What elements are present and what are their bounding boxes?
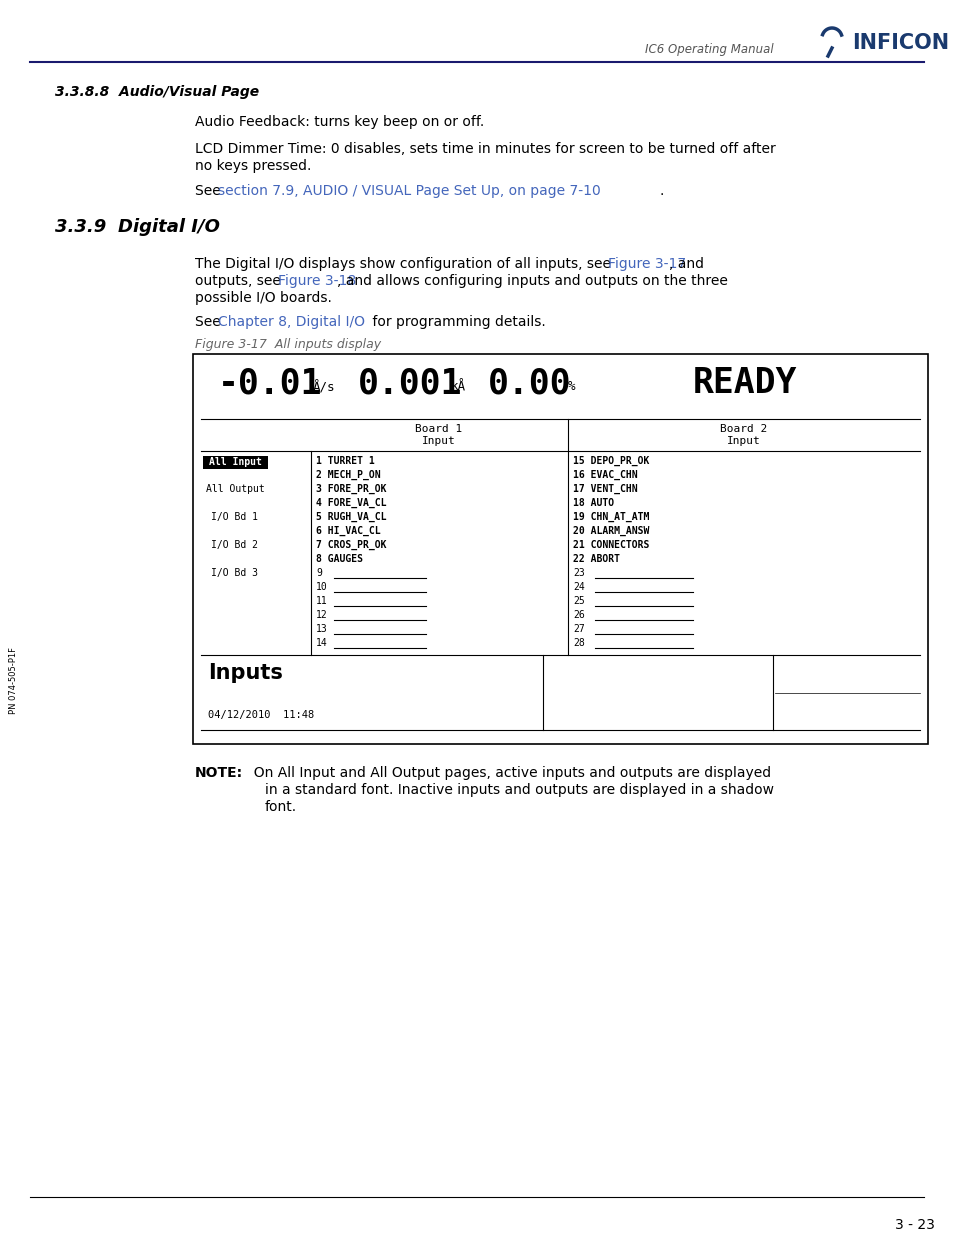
Text: The Digital I/O displays show configuration of all inputs, see: The Digital I/O displays show configurat… xyxy=(194,257,615,270)
Text: 8 GAUGES: 8 GAUGES xyxy=(315,555,363,564)
Text: 3.3.8.8  Audio/Visual Page: 3.3.8.8 Audio/Visual Page xyxy=(55,85,259,99)
Text: 0.00: 0.00 xyxy=(488,366,571,400)
Text: 0.001: 0.001 xyxy=(357,366,462,400)
Text: 3 FORE_PR_OK: 3 FORE_PR_OK xyxy=(315,484,386,494)
Text: font.: font. xyxy=(265,800,296,814)
Text: 28: 28 xyxy=(573,638,584,648)
Text: I/O Bd 2: I/O Bd 2 xyxy=(212,540,258,550)
Text: 24: 24 xyxy=(573,582,584,592)
Text: All Output: All Output xyxy=(206,484,264,494)
Text: See: See xyxy=(194,315,225,329)
Text: Input: Input xyxy=(421,436,456,446)
Text: 14: 14 xyxy=(315,638,328,648)
Text: READY: READY xyxy=(692,366,797,400)
Text: -0.01: -0.01 xyxy=(218,366,322,400)
Text: All Input: All Input xyxy=(209,457,261,467)
Text: 2 MECH_P_ON: 2 MECH_P_ON xyxy=(315,471,380,480)
Text: 15 DEPO_PR_OK: 15 DEPO_PR_OK xyxy=(573,456,649,467)
Text: Board 1: Board 1 xyxy=(415,424,462,433)
Bar xyxy=(193,354,927,743)
Text: possible I/O boards.: possible I/O boards. xyxy=(194,291,332,305)
Text: 12: 12 xyxy=(315,610,328,620)
Text: Audio Feedback: turns key beep on or off.: Audio Feedback: turns key beep on or off… xyxy=(194,115,484,128)
Text: 13: 13 xyxy=(315,624,328,634)
Text: 3.3.9: 3.3.9 xyxy=(55,219,118,236)
Text: 16 EVAC_CHN: 16 EVAC_CHN xyxy=(573,471,637,480)
Text: in a standard font. Inactive inputs and outputs are displayed in a shadow: in a standard font. Inactive inputs and … xyxy=(265,783,773,797)
Bar xyxy=(203,456,268,469)
Text: outputs, see: outputs, see xyxy=(194,274,285,288)
Text: See: See xyxy=(194,184,225,198)
Text: for programming details.: for programming details. xyxy=(368,315,545,329)
Text: 7 CROS_PR_OK: 7 CROS_PR_OK xyxy=(315,540,386,551)
Text: IC6 Operating Manual: IC6 Operating Manual xyxy=(644,43,773,57)
Text: 22 ABORT: 22 ABORT xyxy=(573,555,619,564)
Text: 9: 9 xyxy=(315,568,321,578)
Text: Figure 3-17: Figure 3-17 xyxy=(607,257,685,270)
Text: LCD Dimmer Time: 0 disables, sets time in minutes for screen to be turned off af: LCD Dimmer Time: 0 disables, sets time i… xyxy=(194,142,775,156)
Text: 21 CONNECTORS: 21 CONNECTORS xyxy=(573,540,649,550)
Text: no keys pressed.: no keys pressed. xyxy=(194,159,311,173)
Text: 20 ALARM_ANSW: 20 ALARM_ANSW xyxy=(573,526,649,536)
Text: 25: 25 xyxy=(573,597,584,606)
Text: , and: , and xyxy=(668,257,703,270)
Text: I/O Bd 3: I/O Bd 3 xyxy=(212,568,258,578)
Text: Digital I/O: Digital I/O xyxy=(118,219,219,236)
Text: 11: 11 xyxy=(315,597,328,606)
Text: INFICON: INFICON xyxy=(851,33,948,53)
Text: 18 AUTO: 18 AUTO xyxy=(573,498,614,508)
Text: 19 CHN_AT_ATM: 19 CHN_AT_ATM xyxy=(573,513,649,522)
Text: Figure 3-17  All inputs display: Figure 3-17 All inputs display xyxy=(194,338,381,351)
Text: 6 HI_VAC_CL: 6 HI_VAC_CL xyxy=(315,526,380,536)
Text: %: % xyxy=(567,380,575,393)
Text: NOTE:: NOTE: xyxy=(194,766,243,781)
Text: 4 FORE_VA_CL: 4 FORE_VA_CL xyxy=(315,498,386,509)
Text: Input: Input xyxy=(726,436,760,446)
Text: PN 074-505-P1F: PN 074-505-P1F xyxy=(10,646,18,714)
Text: .: . xyxy=(659,184,663,198)
Text: 3 - 23: 3 - 23 xyxy=(894,1218,934,1233)
Text: 17 VENT_CHN: 17 VENT_CHN xyxy=(573,484,637,494)
Text: 04/12/2010  11:48: 04/12/2010 11:48 xyxy=(208,710,314,720)
Text: Å/s: Å/s xyxy=(313,380,335,394)
Text: , and allows configuring inputs and outputs on the three: , and allows configuring inputs and outp… xyxy=(336,274,727,288)
Text: kÅ: kÅ xyxy=(451,380,465,393)
Text: section 7.9, AUDIO / VISUAL Page Set Up, on page 7-10: section 7.9, AUDIO / VISUAL Page Set Up,… xyxy=(218,184,600,198)
Text: Inputs: Inputs xyxy=(208,663,283,683)
Text: I/O Bd 1: I/O Bd 1 xyxy=(212,513,258,522)
Text: 23: 23 xyxy=(573,568,584,578)
Text: 26: 26 xyxy=(573,610,584,620)
Text: 1 TURRET 1: 1 TURRET 1 xyxy=(315,456,375,466)
Text: Board 2: Board 2 xyxy=(720,424,767,433)
Text: Chapter 8, Digital I/O: Chapter 8, Digital I/O xyxy=(218,315,365,329)
Text: 5 RUGH_VA_CL: 5 RUGH_VA_CL xyxy=(315,513,386,522)
Text: 10: 10 xyxy=(315,582,328,592)
Text: On All Input and All Output pages, active inputs and outputs are displayed: On All Input and All Output pages, activ… xyxy=(245,766,770,781)
Text: Figure 3-18: Figure 3-18 xyxy=(277,274,355,288)
Text: 27: 27 xyxy=(573,624,584,634)
